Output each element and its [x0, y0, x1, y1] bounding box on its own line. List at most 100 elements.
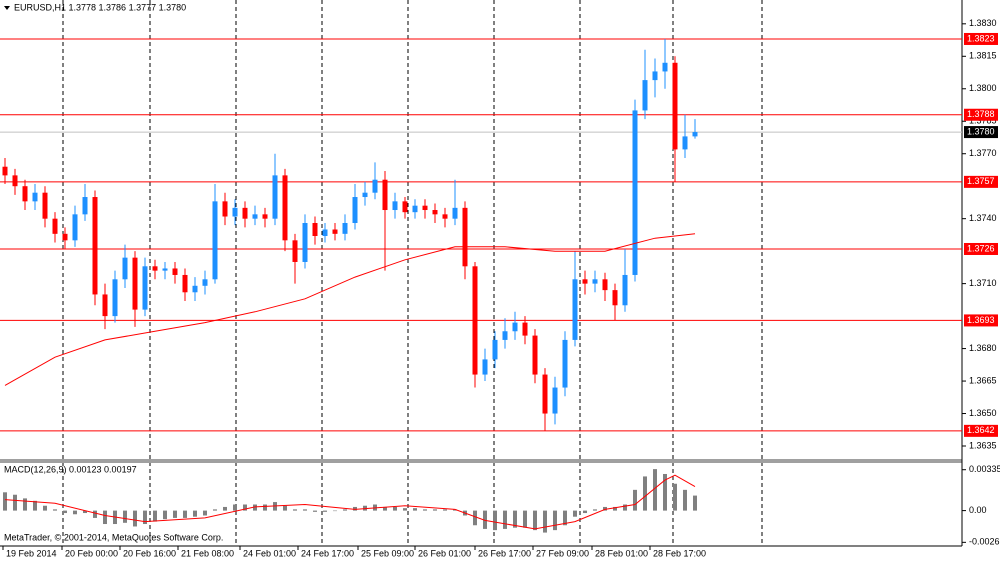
macd-bar: [403, 508, 407, 511]
x-tick-label: 25 Feb 09:00: [361, 548, 414, 558]
candle-body: [512, 322, 518, 332]
candle-body: [692, 132, 698, 137]
macd-bar: [423, 509, 427, 511]
current-price-tag: [964, 126, 998, 139]
macd-y-tick-label: 0.00335: [969, 464, 1000, 474]
candle-body: [182, 274, 188, 293]
level-label: 1.3726: [967, 243, 995, 253]
macd-bar: [123, 510, 127, 523]
macd-bar: [543, 510, 547, 533]
macd-bar: [573, 510, 577, 517]
macd-bar: [683, 489, 687, 511]
candle-body: [552, 387, 558, 414]
macd-bar: [243, 504, 247, 511]
candle-body: [42, 192, 48, 219]
candle-body: [642, 80, 648, 111]
macd-bar: [663, 473, 667, 511]
candle-body: [232, 207, 238, 217]
y-tick-label: 1.3800: [969, 83, 997, 93]
candle-body: [252, 214, 258, 219]
macd-bar: [433, 509, 437, 511]
macd-bar: [353, 506, 357, 511]
macd-bar: [103, 510, 107, 525]
macd-bar: [213, 509, 217, 511]
macd-bar: [673, 483, 677, 511]
candle-body: [662, 62, 668, 72]
macd-bar: [553, 510, 557, 531]
candle-body: [672, 62, 678, 150]
macd-bar: [263, 504, 267, 511]
macd-bar: [523, 510, 527, 528]
macd-bar: [333, 510, 337, 512]
y-tick-label: 1.3815: [969, 51, 997, 61]
candle-body: [102, 294, 108, 317]
macd-bar: [453, 509, 457, 511]
y-tick-label: 1.3740: [969, 213, 997, 223]
candle-body: [562, 339, 568, 388]
x-tick-label: 21 Feb 08:00: [181, 548, 234, 558]
macd-bar: [613, 506, 617, 511]
y-tick-label: 1.3650: [969, 408, 997, 418]
macd-bar: [183, 510, 187, 518]
y-tick-label: 1.3635: [969, 440, 997, 450]
macd-bar: [313, 510, 317, 512]
macd-bar: [283, 505, 287, 511]
macd-bar: [343, 509, 347, 511]
candle-body: [652, 71, 658, 81]
candle-body: [142, 266, 148, 310]
candle-body: [312, 223, 318, 236]
candle-body: [432, 210, 438, 215]
candle-body: [682, 136, 688, 150]
macd-bar: [13, 494, 17, 511]
macd-y-tick-label: 0.00: [969, 505, 987, 515]
macd-bar: [233, 504, 237, 511]
candle-body: [532, 335, 538, 375]
candle-body: [632, 110, 638, 275]
macd-bar: [513, 510, 517, 528]
candle-body: [12, 175, 18, 187]
x-tick-label: 20 Feb 16:00: [123, 548, 176, 558]
macd-bar: [323, 510, 327, 512]
candle-body: [92, 197, 98, 295]
candle-body: [222, 201, 228, 217]
candle-body: [332, 229, 338, 234]
macd-bar: [593, 509, 597, 511]
x-tick-label: 28 Feb 17:00: [653, 548, 706, 558]
candle-body: [362, 192, 368, 198]
macd-bar: [223, 506, 227, 511]
level-tag: [964, 242, 998, 255]
candle-body: [212, 201, 218, 280]
candle-body: [342, 223, 348, 234]
candle-body: [572, 279, 578, 340]
macd-bar: [413, 508, 417, 511]
candle-body: [582, 279, 588, 284]
macd-bar: [33, 500, 37, 511]
menu-triangle[interactable]: [4, 6, 10, 10]
candle-body: [172, 268, 178, 275]
candle-body: [372, 179, 378, 193]
macd-bar: [93, 510, 97, 518]
level-label: 1.3823: [967, 33, 995, 43]
x-tick-label: 27 Feb 09:00: [536, 548, 589, 558]
level-tag: [964, 314, 998, 327]
candle-body: [32, 192, 38, 202]
candle-body: [442, 214, 448, 219]
candle-body: [282, 175, 288, 241]
x-tick-label: 26 Feb 01:00: [418, 548, 471, 558]
candle-body: [52, 218, 58, 234]
macd-bar: [493, 510, 497, 531]
macd-bar: [163, 510, 167, 520]
candle-body: [2, 166, 8, 176]
macd-bar: [53, 509, 57, 511]
y-tick-label: 1.3710: [969, 278, 997, 288]
macd-bar: [63, 510, 67, 514]
candle-body: [272, 175, 278, 219]
candle-body: [122, 257, 128, 280]
macd-bar: [253, 504, 257, 511]
candle-body: [322, 229, 328, 236]
macd-label: MACD(12,26,9) 0.00123 0.00197: [4, 464, 137, 474]
candle-body: [132, 257, 138, 310]
macd-bar: [383, 506, 387, 511]
candle-body: [492, 339, 498, 360]
